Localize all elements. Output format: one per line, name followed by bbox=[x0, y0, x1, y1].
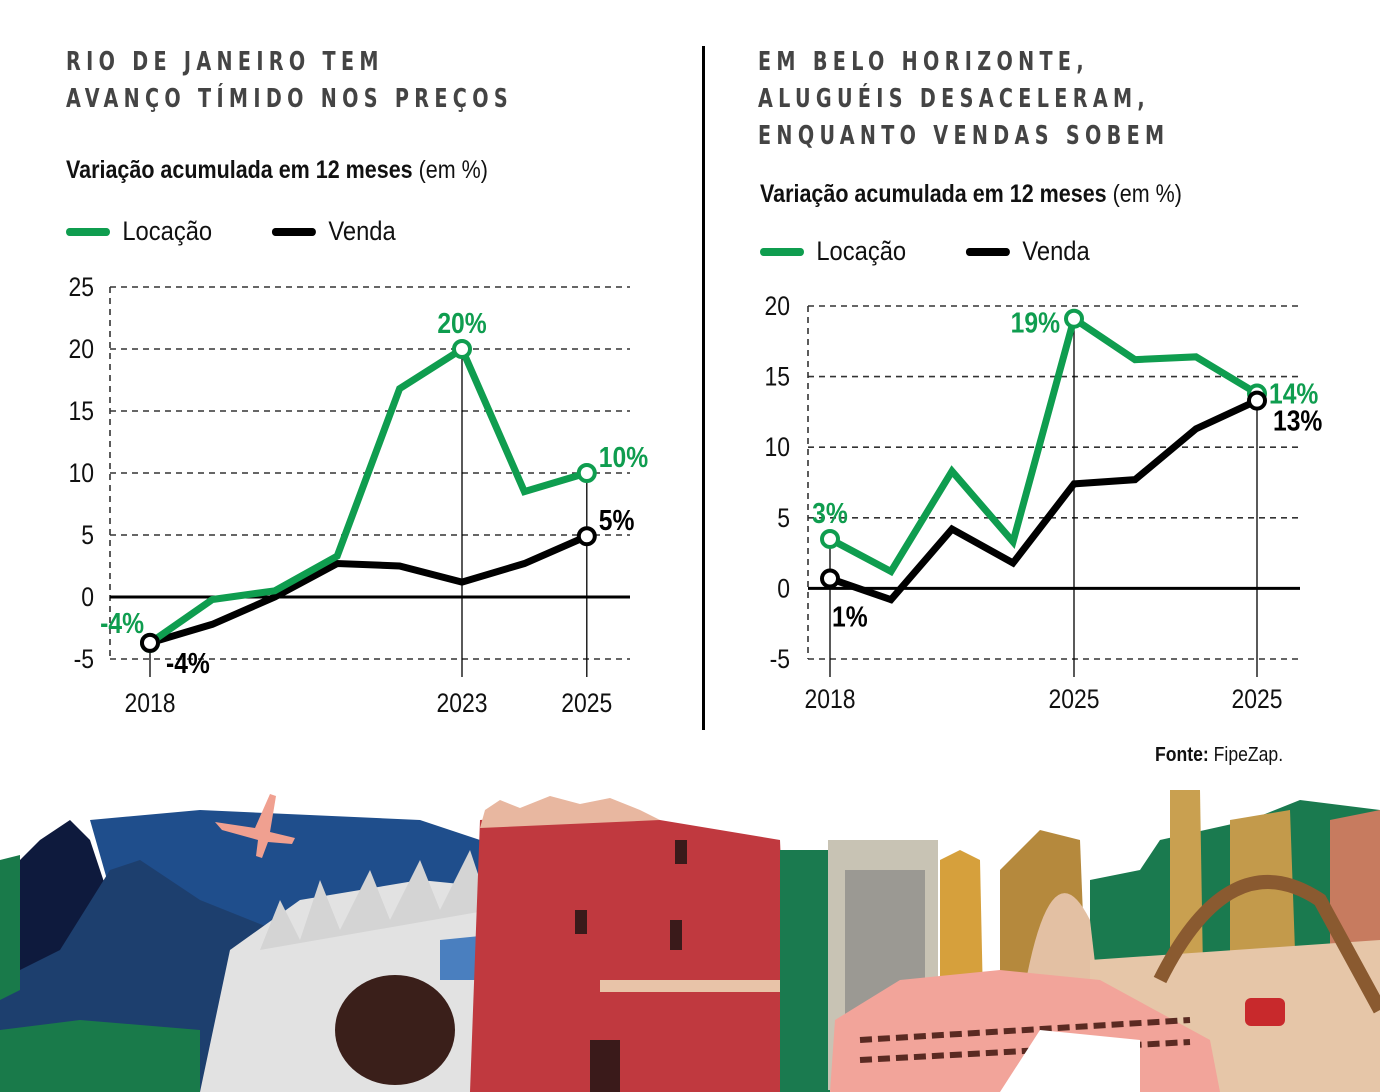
rio-y-tick-label: 15 bbox=[68, 396, 94, 426]
bh-x-tick-label: 2025 bbox=[1048, 684, 1099, 714]
rio-data-label-venda: 5% bbox=[599, 504, 635, 536]
tower-balcony bbox=[600, 980, 780, 992]
rio-line-venda bbox=[149, 533, 589, 647]
bh-marker-locacao bbox=[1064, 308, 1084, 329]
legend-label: Locação bbox=[816, 236, 907, 266]
arch-bridge bbox=[1153, 875, 1380, 1014]
rio-y-tick-label: -5 bbox=[74, 644, 94, 674]
bh-y-tick-label: 20 bbox=[764, 291, 790, 321]
rio-y-tick-label: 10 bbox=[68, 458, 94, 488]
legend-swatch-green bbox=[66, 227, 110, 236]
legend-label: Venda bbox=[1022, 236, 1090, 266]
pampulha-windows bbox=[859, 1017, 1191, 1043]
panel-divider bbox=[702, 46, 705, 730]
rio-data-label-locacao: 10% bbox=[599, 441, 648, 473]
left-chart-title: RIO DE JANEIRO TEM AVANÇO TÍMIDO NOS PRE… bbox=[66, 47, 513, 114]
rio-data-label-venda: -4% bbox=[166, 647, 210, 679]
bh-y-tick-label: 5 bbox=[777, 503, 790, 533]
bh-y-tick-label: 0 bbox=[777, 574, 790, 604]
rio-data-label-locacao: 20% bbox=[437, 307, 486, 339]
bh-data-label-locacao: 19% bbox=[1011, 307, 1060, 339]
source-note: Fonte: FipeZap. bbox=[1155, 744, 1283, 767]
rio-marker-venda bbox=[140, 632, 160, 653]
bh-x-tick-label: 2018 bbox=[804, 684, 855, 714]
legend-swatch-green bbox=[760, 247, 804, 256]
rio-marker-venda bbox=[576, 526, 597, 547]
skyline-illustration bbox=[0, 790, 1380, 1092]
legend-label: Venda bbox=[328, 216, 396, 246]
left-subtitle-main: Variação acumulada em 12 meses bbox=[66, 156, 413, 184]
bh-y-tick-label: -5 bbox=[770, 644, 790, 674]
tower-door bbox=[590, 1040, 620, 1092]
red-tower-top bbox=[480, 796, 660, 828]
bh-marker-venda bbox=[1247, 390, 1267, 411]
car-icon bbox=[1245, 998, 1285, 1026]
charts-canvas: 25 20 15 10 5 0 -5 2018 2023 2025 -4% 20% 10% -4% 5% 20… bbox=[68, 272, 1322, 718]
left-subtitle-unit: (em %) bbox=[412, 156, 488, 184]
source-label: Fonte: bbox=[1155, 744, 1209, 766]
rio-x-tick-label: 2023 bbox=[436, 688, 487, 718]
legend-item-locacao: Locação bbox=[66, 216, 212, 247]
bh-marker-locacao bbox=[820, 528, 840, 549]
tower-window bbox=[670, 920, 682, 950]
rio-y-tick-label: 0 bbox=[81, 582, 94, 612]
legend-swatch-black bbox=[272, 227, 317, 236]
rio-y-tick-label: 20 bbox=[68, 334, 94, 364]
bh-line-locacao bbox=[828, 313, 1259, 577]
source-value: FipeZap. bbox=[1208, 744, 1284, 766]
right-chart-title: EM BELO HORIZONTE, ALUGUÉIS DESACELERAM,… bbox=[758, 47, 1170, 151]
bh-data-label-locacao: 3% bbox=[812, 497, 848, 529]
legend-item-venda: Venda bbox=[966, 236, 1090, 267]
rio-y-tick-label: 25 bbox=[68, 272, 94, 302]
legend-item-locacao: Locação bbox=[760, 236, 906, 267]
rio-data-label-locacao: -4% bbox=[100, 607, 144, 639]
bh-data-label-venda: 1% bbox=[832, 601, 868, 633]
rio-marker-locacao bbox=[452, 339, 472, 359]
tower-window bbox=[575, 910, 587, 934]
grass-left-2 bbox=[0, 855, 20, 1000]
tower-window bbox=[675, 840, 687, 864]
museum-spikes bbox=[260, 850, 490, 950]
bh-data-label-venda: 13% bbox=[1273, 405, 1322, 437]
rio-x-tick-label: 2025 bbox=[561, 688, 612, 718]
right-subtitle-unit: (em %) bbox=[1106, 180, 1182, 208]
bh-marker-venda bbox=[820, 568, 840, 589]
airplane-icon bbox=[215, 794, 295, 858]
left-legend: Locação Venda bbox=[66, 216, 431, 247]
bh-line-venda bbox=[828, 397, 1259, 604]
rio-x-tick-label: 2018 bbox=[124, 688, 175, 718]
green-backdrop bbox=[780, 850, 830, 1092]
rio-marker-locacao bbox=[576, 463, 597, 483]
rio-y-tick-label: 5 bbox=[81, 520, 94, 550]
grass-left bbox=[0, 1020, 200, 1092]
legend-swatch-black bbox=[966, 247, 1011, 256]
red-tower bbox=[470, 810, 790, 1092]
right-subtitle-main: Variação acumulada em 12 meses bbox=[760, 180, 1107, 208]
right-chart-subtitle: Variação acumulada em 12 meses (em %) bbox=[760, 180, 1182, 209]
left-chart-subtitle: Variação acumulada em 12 meses (em %) bbox=[66, 156, 488, 185]
rio-line-locacao bbox=[148, 343, 588, 646]
bh-y-tick-label: 15 bbox=[764, 362, 790, 392]
legend-label: Locação bbox=[122, 216, 213, 246]
bh-data-label-locacao: 14% bbox=[1269, 378, 1318, 410]
legend-item-venda: Venda bbox=[272, 216, 396, 247]
bh-x-tick-label: 2025 bbox=[1231, 684, 1282, 714]
bh-y-tick-label: 10 bbox=[764, 432, 790, 462]
museum-window bbox=[335, 975, 455, 1085]
right-legend: Locação Venda bbox=[760, 236, 1125, 267]
white-gap bbox=[1000, 1030, 1140, 1092]
